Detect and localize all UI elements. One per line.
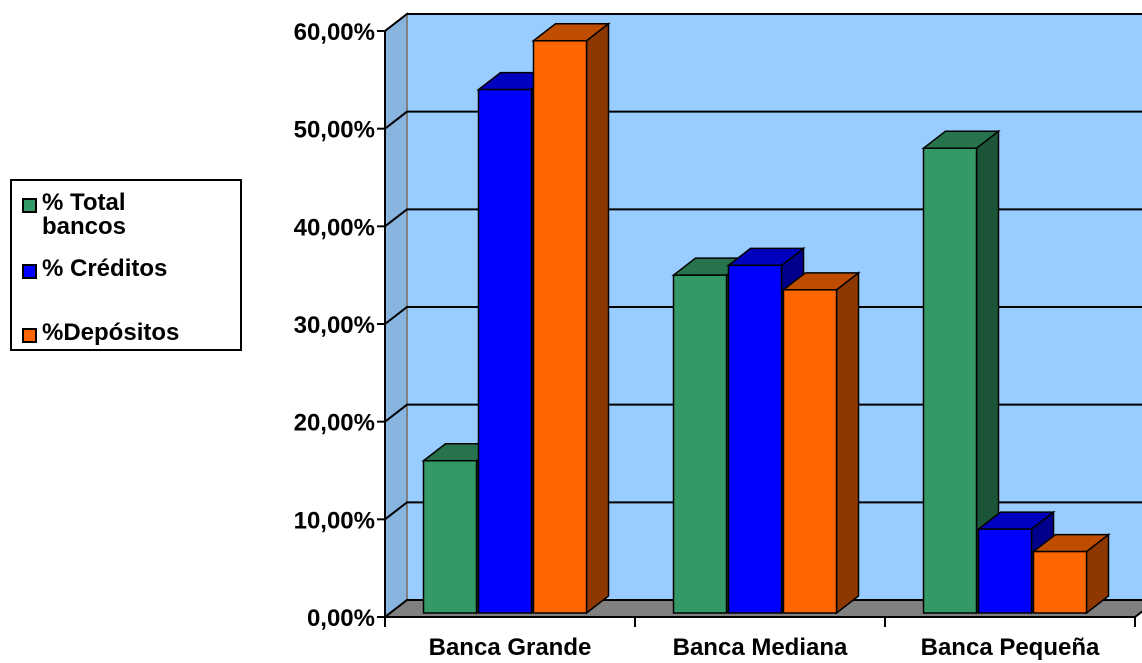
gridline [384, 13, 1142, 32]
legend: % Total bancos % Créditos %Depósitos [10, 179, 242, 351]
legend-item-total-bancos: % Total bancos [22, 191, 212, 239]
bar-total-bancos [922, 147, 978, 614]
y-tick-label: 50,00% [294, 117, 375, 144]
x-tick-label: Banca Pequeña [921, 634, 1100, 661]
legend-label-depositos: %Depósitos [42, 319, 180, 346]
legend-item-depositos: %Depósitos [22, 321, 212, 345]
bar-side-dep-sitos [585, 22, 610, 615]
legend-label-total-bancos: % Total bancos [42, 189, 127, 240]
bar-cr-ditos [977, 528, 1033, 614]
gridline [384, 306, 1142, 325]
gridline [384, 501, 1142, 521]
y-tick-label: 10,00% [294, 507, 375, 534]
legend-item-creditos: % Créditos [22, 257, 212, 281]
legend-label-creditos: % Créditos [42, 255, 168, 282]
x-tick-label: Banca Grande [429, 634, 592, 661]
bar-side-dep-sitos [835, 271, 860, 615]
bar-total-bancos [672, 274, 728, 614]
y-tick-label: 40,00% [294, 214, 375, 241]
legend-swatch-total-bancos [22, 198, 37, 213]
bar-cr-ditos [727, 264, 783, 614]
bar-dep-sitos [782, 289, 838, 614]
y-tick-label: 0,00% [307, 605, 375, 632]
y-tick-label: 60,00% [294, 19, 375, 46]
bar-total-bancos [422, 459, 478, 614]
y-tick-label: 20,00% [294, 410, 375, 437]
gridline [384, 110, 1142, 130]
bar-dep-sitos [532, 40, 588, 614]
gridline [384, 208, 1142, 228]
legend-swatch-creditos [22, 264, 37, 279]
bar-cr-ditos [477, 88, 533, 614]
legend-swatch-depositos [22, 328, 37, 343]
y-tick-label: 30,00% [294, 312, 375, 339]
x-tick-label: Banca Mediana [673, 634, 848, 661]
gridline [384, 403, 1142, 423]
bar-dep-sitos [1032, 550, 1088, 614]
